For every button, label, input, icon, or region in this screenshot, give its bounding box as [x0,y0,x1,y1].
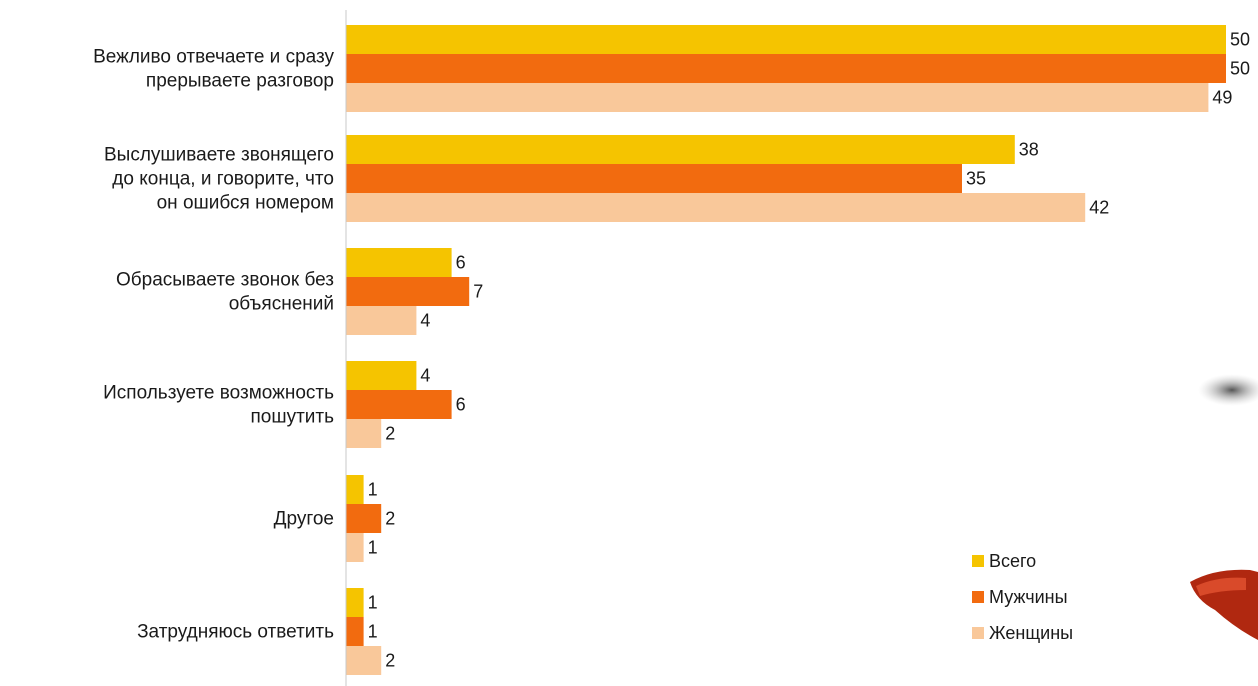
category-label-1-1: до конца, и говорите, что [112,169,334,190]
category-label-3-0: Используете возможность [103,383,334,404]
bar-0-0 [346,25,1226,54]
data-label-2-1: 7 [473,282,483,302]
bar-4-2 [346,533,364,562]
legend-label-2: Женщины [989,623,1073,643]
decorative-image [1190,374,1258,640]
data-label-1-1: 35 [966,169,986,189]
bar-1-0 [346,135,1015,164]
data-label-5-1: 1 [368,622,378,642]
data-label-0-1: 50 [1230,59,1250,79]
bar-1-1 [346,164,962,193]
category-label-1-2: он ошибся номером [157,193,334,214]
legend-swatch-0 [972,555,984,567]
bar-3-2 [346,419,382,448]
bar-3-0 [346,361,417,390]
data-label-4-2: 1 [368,538,378,558]
category-label-5-0: Затрудняюсь ответить [137,622,334,643]
bar-3-1 [346,390,452,419]
data-label-4-1: 2 [385,509,395,529]
category-label-2-1: объяснений [229,294,334,315]
bar-5-2 [346,646,382,675]
legend-label-0: Всего [989,551,1036,571]
data-label-4-0: 1 [368,480,378,500]
category-label-2-0: Обрасываете звонок без [116,270,334,291]
legend: Всего Мужчины Женщины [972,551,1073,643]
data-label-3-2: 2 [385,424,395,444]
category-label-4-0: Другое [274,509,334,530]
bar-2-0 [346,248,452,277]
legend-label-1: Мужчины [989,587,1068,607]
data-label-1-0: 38 [1019,140,1039,160]
category-label-1-0: Выслушиваете звонящего [104,145,334,166]
bar-2-2 [346,306,417,335]
legend-swatch-1 [972,591,984,603]
bar-4-0 [346,475,364,504]
data-label-1-2: 42 [1089,198,1109,218]
bar-2-1 [346,277,470,306]
data-label-3-1: 6 [456,395,466,415]
bar-0-1 [346,54,1226,83]
bar-1-2 [346,193,1086,222]
data-label-2-0: 6 [456,253,466,273]
category-label-0-1: прерываете разговор [146,71,334,92]
bar-5-1 [346,617,364,646]
data-label-2-2: 4 [420,311,430,331]
data-label-5-2: 2 [385,651,395,671]
data-label-5-0: 1 [368,593,378,613]
bar-4-1 [346,504,382,533]
category-label-3-1: пошутить [250,407,334,428]
data-label-3-0: 4 [420,366,430,386]
bar-0-2 [346,83,1209,112]
category-label-0-0: Вежливо отвечаете и сразу [93,47,334,68]
bar-5-0 [346,588,364,617]
data-label-0-0: 50 [1230,30,1250,50]
legend-swatch-2 [972,627,984,639]
data-label-0-2: 49 [1212,88,1232,108]
